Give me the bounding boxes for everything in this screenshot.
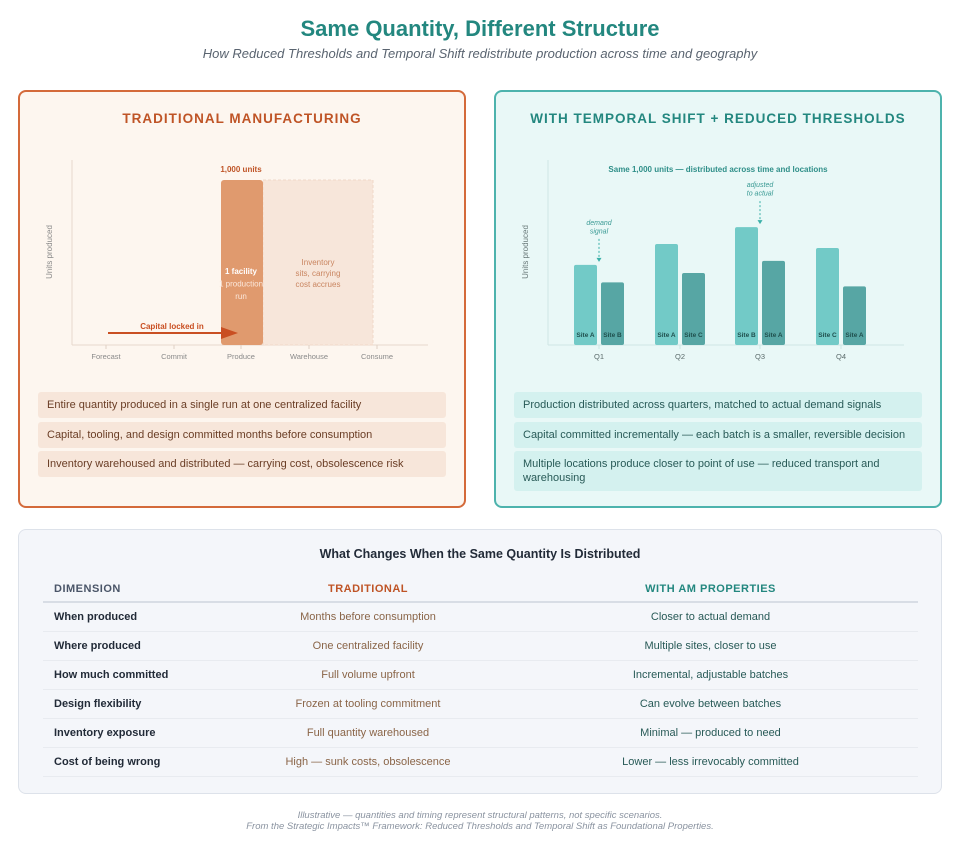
row-dimension: Inventory exposure bbox=[43, 718, 233, 748]
header-dimension: DIMENSION bbox=[43, 576, 233, 603]
row-traditional: High — sunk costs, obsolescence bbox=[233, 747, 503, 777]
bar-q3-site-b bbox=[735, 227, 758, 345]
bar-q4-site-a bbox=[843, 286, 866, 345]
page-title: Same Quantity, Different Structure bbox=[300, 16, 660, 41]
bar-inner-label: 1 facility bbox=[225, 267, 258, 276]
annotation-arrow-icon bbox=[596, 257, 602, 262]
row-traditional: Full quantity warehoused bbox=[233, 718, 503, 748]
annotation-label: signal bbox=[590, 228, 609, 235]
annotation-label: adjusted bbox=[747, 182, 775, 189]
page-subtitle: How Reduced Thresholds and Temporal Shif… bbox=[202, 46, 758, 61]
arrow-label: Capital locked in bbox=[140, 322, 204, 331]
table-title: What Changes When the Same Quantity Is D… bbox=[319, 547, 641, 561]
footer-note: Illustrative — quantities and timing rep… bbox=[297, 810, 663, 821]
comparison-table: DIMENSION TRADITIONAL WITH AM PROPERTIES… bbox=[43, 576, 918, 777]
row-dimension: Cost of being wrong bbox=[43, 747, 233, 777]
y-axis-label: Units produced bbox=[45, 225, 54, 279]
inventory-label: sits, carrying bbox=[296, 269, 341, 278]
bar-site-label: Site A bbox=[657, 332, 675, 339]
row-am: Minimal — produced to need bbox=[503, 718, 918, 748]
x-tick-label: Produce bbox=[227, 352, 255, 361]
inventory-region bbox=[262, 179, 374, 346]
panel-title: WITH TEMPORAL SHIFT + REDUCED THRESHOLDS bbox=[530, 111, 906, 126]
table-row: Where produced One centralized facility Mu… bbox=[43, 631, 918, 661]
table-row: How much committed Full volume upfront Inc… bbox=[43, 660, 918, 690]
bullet: Multiple locations produce closer to poi… bbox=[514, 451, 922, 491]
bullet: Inventory warehoused and distributed — c… bbox=[38, 451, 446, 477]
row-traditional: Months before consumption bbox=[233, 602, 503, 632]
row-am: Multiple sites, closer to use bbox=[503, 631, 918, 661]
x-tick-label: Q2 bbox=[675, 352, 685, 361]
bar-site-label: Site C bbox=[684, 332, 703, 339]
bar-inner-label: 1 production bbox=[219, 280, 263, 289]
x-tick-label: Forecast bbox=[91, 352, 121, 361]
y-axis-label: Units produced bbox=[521, 225, 530, 279]
table-row: Cost of being wrong High — sunk costs, ob… bbox=[43, 747, 918, 777]
bullet: Capital, tooling, and design committed m… bbox=[38, 422, 446, 448]
header-am: WITH AM PROPERTIES bbox=[503, 576, 918, 603]
bar-site-label: Site A bbox=[764, 332, 782, 339]
panel-title: TRADITIONAL MANUFACTURING bbox=[122, 111, 362, 126]
table-row: When produced Months before consumption Cl… bbox=[43, 602, 918, 632]
bar-q1-site-a bbox=[574, 264, 597, 345]
footer-source: From the Strategic Impacts™ Framework: R… bbox=[246, 821, 714, 832]
chart-title: Same 1,000 units — distributed across ti… bbox=[608, 165, 828, 174]
x-tick-label: Consume bbox=[361, 352, 393, 361]
bar-q2-site-a bbox=[655, 243, 678, 345]
row-am: Lower — less irrevocably committed bbox=[503, 747, 918, 777]
am-panel: WITH TEMPORAL SHIFT + REDUCED THRESHOLDS… bbox=[494, 90, 942, 508]
row-traditional: Full volume upfront bbox=[233, 660, 503, 690]
bar-site-label: Site B bbox=[737, 332, 756, 339]
x-tick-label: Commit bbox=[161, 352, 188, 361]
x-tick-label: Q1 bbox=[594, 352, 604, 361]
row-traditional: One centralized facility bbox=[233, 631, 503, 661]
x-tick-label: Q3 bbox=[755, 352, 765, 361]
row-dimension: Design flexibility bbox=[43, 689, 233, 719]
row-dimension: Where produced bbox=[43, 631, 233, 661]
comparison-card: What Changes When the Same Quantity Is D… bbox=[18, 529, 942, 794]
table-row: Inventory exposure Full quantity warehous… bbox=[43, 718, 918, 748]
bar-site-label: Site C bbox=[818, 332, 837, 339]
inventory-label: cost accrues bbox=[296, 280, 341, 289]
row-am: Incremental, adjustable batches bbox=[503, 660, 918, 690]
bar-q1-site-b bbox=[601, 282, 624, 345]
row-dimension: When produced bbox=[43, 602, 233, 632]
row-dimension: How much committed bbox=[43, 660, 233, 690]
bullet: Entire quantity produced in a single run… bbox=[38, 392, 446, 418]
bar-site-label: Site B bbox=[603, 332, 622, 339]
header-traditional: TRADITIONAL bbox=[233, 576, 503, 603]
bar-value-label: 1,000 units bbox=[220, 165, 262, 174]
bar-q4-site-c bbox=[816, 248, 839, 345]
distributed-chart: Units produced Same 1,000 units — distrib… bbox=[521, 160, 904, 361]
row-am: Closer to actual demand bbox=[503, 602, 918, 632]
bullet: Capital committed incrementally — each b… bbox=[514, 422, 922, 448]
row-am: Can evolve between batches bbox=[503, 689, 918, 719]
traditional-chart: Units produced 1,000 units 1 facility 1 pro… bbox=[45, 160, 428, 361]
bar-site-label: Site A bbox=[576, 332, 594, 339]
x-tick-label: Warehouse bbox=[290, 352, 328, 361]
bar-inner-label: run bbox=[235, 292, 247, 301]
row-traditional: Frozen at tooling commitment bbox=[233, 689, 503, 719]
traditional-panel: TRADITIONAL MANUFACTURING Units produced… bbox=[18, 90, 466, 508]
inventory-label: Inventory bbox=[302, 258, 335, 267]
bullet: Production distributed across quarters, … bbox=[514, 392, 922, 418]
annotation-label: to actual bbox=[747, 191, 774, 198]
bar-q2-site-c bbox=[682, 272, 705, 345]
production-bar bbox=[221, 180, 263, 345]
arrow-head-icon bbox=[221, 327, 238, 339]
annotation-label: demand bbox=[586, 220, 612, 227]
annotation-arrow-icon bbox=[757, 220, 763, 225]
x-tick-label: Q4 bbox=[836, 352, 846, 361]
bar-q3-site-a bbox=[762, 260, 785, 345]
bar-site-label: Site A bbox=[845, 332, 863, 339]
table-row: Design flexibility Frozen at tooling comm… bbox=[43, 689, 918, 719]
